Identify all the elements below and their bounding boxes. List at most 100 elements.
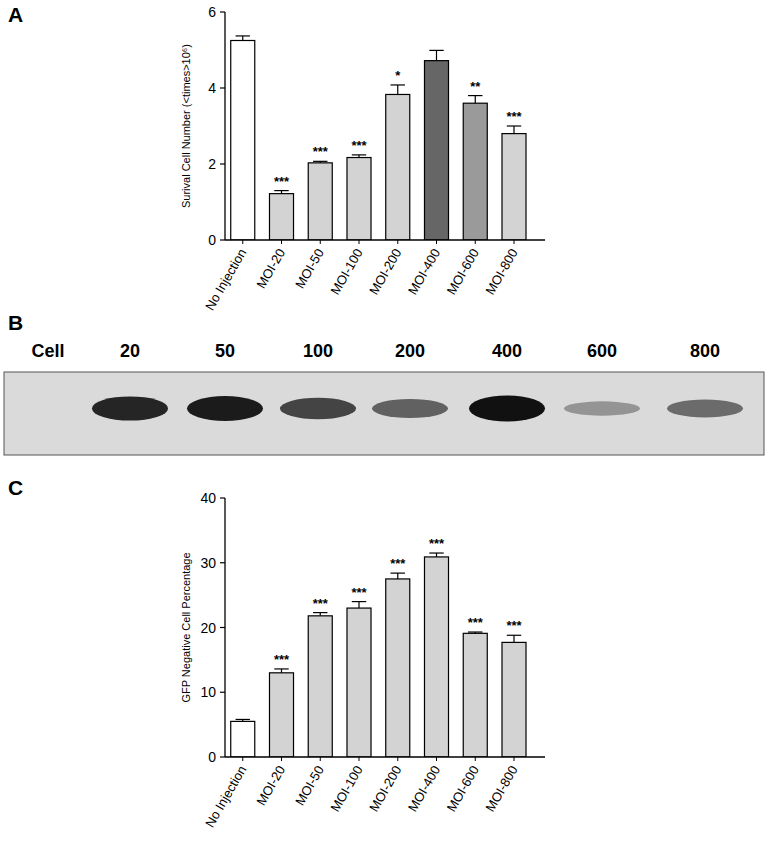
error-cap: [507, 125, 521, 126]
y-tick-label: 2: [208, 156, 216, 172]
bar: [347, 608, 371, 757]
x-tick: [436, 240, 437, 244]
error-cap: [313, 161, 327, 162]
error-stem: [513, 635, 514, 642]
x-tick-label: MOI-50: [292, 246, 327, 291]
x-tick: [514, 757, 515, 761]
bar: [347, 158, 371, 240]
x-tick-label: MOI-100: [327, 763, 365, 814]
error-cap: [468, 95, 482, 96]
error-stem: [397, 85, 398, 95]
band: [469, 396, 545, 422]
bar: [463, 103, 487, 240]
panel-0: A***************0246No InjectionMOI-20MO…: [8, 3, 545, 313]
blot-membrane: [4, 372, 764, 455]
y-tick-label: 4: [208, 80, 216, 96]
y-tick-label: 0: [208, 749, 216, 765]
error-cap: [429, 50, 443, 51]
band: [10, 405, 86, 413]
error-bar: [429, 50, 443, 60]
significance: ***: [506, 618, 522, 633]
lane-label: 100: [303, 341, 333, 361]
y-tick: [220, 756, 225, 757]
band: [667, 400, 743, 418]
x-tick-label: MOI-20: [253, 763, 288, 808]
error-bar: [313, 613, 327, 616]
bar: [502, 642, 526, 757]
significance: ***: [313, 596, 329, 611]
error-bar: [468, 632, 482, 633]
error-cap: [352, 601, 366, 602]
x-tick: [320, 240, 321, 244]
lane-label: 200: [395, 341, 425, 361]
figure: A***************0246No InjectionMOI-20MO…: [0, 0, 768, 848]
x-tick: [320, 757, 321, 761]
y-tick-label: 0: [208, 232, 216, 248]
x-tick: [359, 240, 360, 244]
error-bar: [313, 161, 327, 163]
error-bar: [352, 155, 366, 158]
x-tick-label: MOI-400: [405, 246, 443, 297]
x-tick-label: MOI-200: [366, 246, 404, 297]
x-tick: [242, 240, 243, 244]
bar: [386, 579, 410, 757]
y-tick: [220, 87, 225, 88]
significance: ***: [390, 556, 406, 571]
y-tick-label: 30: [200, 555, 216, 571]
band: [280, 398, 356, 420]
x-tick-label: MOI-400: [405, 763, 443, 814]
x-tick: [475, 240, 476, 244]
y-tick: [220, 11, 225, 12]
error-bar: [391, 85, 405, 95]
x-tick: [281, 757, 282, 761]
bar: [386, 94, 410, 240]
y-tick-label: 6: [208, 4, 216, 20]
error-stem: [436, 50, 437, 60]
error-stem: [397, 573, 398, 579]
band: [564, 401, 640, 415]
y-tick: [220, 497, 225, 498]
error-cap: [236, 35, 250, 36]
error-bar: [236, 719, 250, 721]
lane-label: 20: [120, 341, 140, 361]
error-bar: [274, 669, 288, 673]
bar: [308, 616, 332, 757]
significance: ***: [429, 536, 445, 551]
error-cap: [391, 573, 405, 574]
error-stem: [358, 602, 359, 608]
significance: ***: [506, 109, 522, 124]
error-cap: [274, 668, 288, 669]
error-bar: [352, 602, 366, 608]
x-tick-label: MOI-100: [327, 246, 365, 297]
x-tick: [514, 240, 515, 244]
significance: ***: [351, 138, 367, 153]
y-tick-label: 10: [200, 684, 216, 700]
significance: ***: [351, 585, 367, 600]
bar: [231, 721, 255, 757]
x-tick-label: No Injection: [202, 246, 249, 313]
bar: [502, 134, 526, 240]
significance: ***: [274, 652, 290, 667]
x-tick: [436, 757, 437, 761]
bar: [269, 673, 293, 757]
error-cap: [391, 84, 405, 85]
error-bar: [507, 635, 521, 642]
bar: [308, 163, 332, 240]
y-tick: [220, 627, 225, 628]
error-stem: [475, 96, 476, 104]
error-bar: [236, 36, 250, 41]
x-tick-label: No Injection: [202, 763, 249, 830]
error-cap: [507, 635, 521, 636]
y-axis: [224, 12, 225, 240]
x-tick-label: MOI-20: [253, 246, 288, 291]
panel-letter: C: [8, 476, 23, 499]
significance: ***: [274, 174, 290, 189]
y-axis-label: GFP Negative Cell Percentage: [180, 552, 192, 702]
panel-2: C*********************010203040No Inject…: [8, 476, 545, 830]
x-tick: [281, 240, 282, 244]
x-tick: [397, 757, 398, 761]
y-tick: [220, 562, 225, 563]
lane-label: 600: [587, 341, 617, 361]
y-tick: [220, 692, 225, 693]
error-cap: [429, 552, 443, 553]
